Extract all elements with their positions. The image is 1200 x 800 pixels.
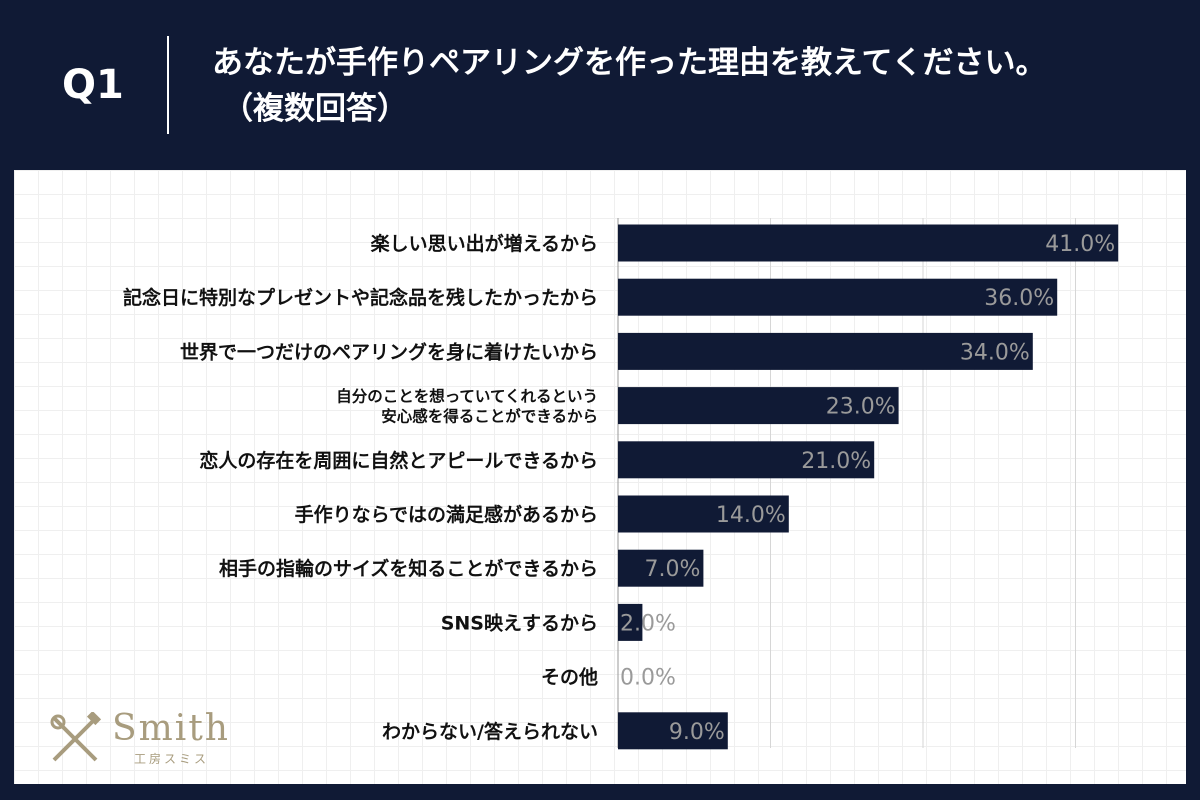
bar-chart: 41.0% 楽しい思い出が増えるから 36.0% 記念日に特別なプレゼントや記念品を残… <box>123 218 1119 750</box>
value-label: 41.0% <box>1045 232 1115 257</box>
bar <box>618 495 789 533</box>
value-label: 36.0% <box>984 286 1054 311</box>
logo-subtext: 工房スミス <box>134 752 210 766</box>
bar <box>618 332 1033 370</box>
value-label: 14.0% <box>716 503 786 528</box>
bar <box>618 712 728 750</box>
logo-wordmark: Smith <box>112 708 230 749</box>
category-label: 安心感を得ることができるから <box>381 407 598 426</box>
bar <box>618 387 899 425</box>
bar <box>618 441 875 479</box>
question-title-line2: （複数回答） <box>222 91 408 127</box>
bar <box>618 549 704 587</box>
value-label: 7.0% <box>644 557 700 582</box>
category-label: 記念日に特別なプレゼントや記念品を残したかったから <box>123 286 598 309</box>
value-label: 23.0% <box>826 395 896 420</box>
question-number: Q1 <box>62 62 124 108</box>
value-label: 34.0% <box>960 340 1030 365</box>
category-label: 恋人の存在を周囲に自然とアピールできるから <box>199 449 598 472</box>
question-title: あなたが手作りペアリングを作った理由を教えてください。 （複数回答） <box>212 40 1172 132</box>
category-label: その他 <box>541 666 598 689</box>
bar <box>618 224 1119 262</box>
value-label: 9.0% <box>669 720 725 745</box>
header: Q1 あなたが手作りペアリングを作った理由を教えてください。 （複数回答） <box>0 0 1200 168</box>
value-label: 2.0% <box>620 611 676 636</box>
chart-panel: 41.0% 楽しい思い出が増えるから 36.0% 記念日に特別なプレゼントや記念品を残… <box>14 170 1186 784</box>
category-label: SNS映えするから <box>441 612 598 634</box>
value-label: 0.0% <box>620 666 676 691</box>
brand-logo: Smith 工房スミス <box>46 706 246 776</box>
crossed-tools-icon <box>50 712 102 762</box>
value-label: 21.0% <box>801 449 871 474</box>
category-label: 手作りならではの満足感があるから <box>295 503 598 526</box>
category-label: 自分のことを想っていてくれるという <box>336 387 598 406</box>
category-label: 相手の指輪のサイズを知ることができるから <box>219 557 598 580</box>
header-divider <box>167 36 169 134</box>
bar <box>618 603 643 641</box>
category-label: 楽しい思い出が増えるから <box>371 232 598 255</box>
bar <box>618 278 1058 316</box>
question-title-line1: あなたが手作りペアリングを作った理由を教えてください。 <box>212 45 1047 81</box>
category-label: 世界で一つだけのペアリングを身に着けたいから <box>180 340 598 363</box>
category-label: わからない/答えられない <box>382 720 598 743</box>
